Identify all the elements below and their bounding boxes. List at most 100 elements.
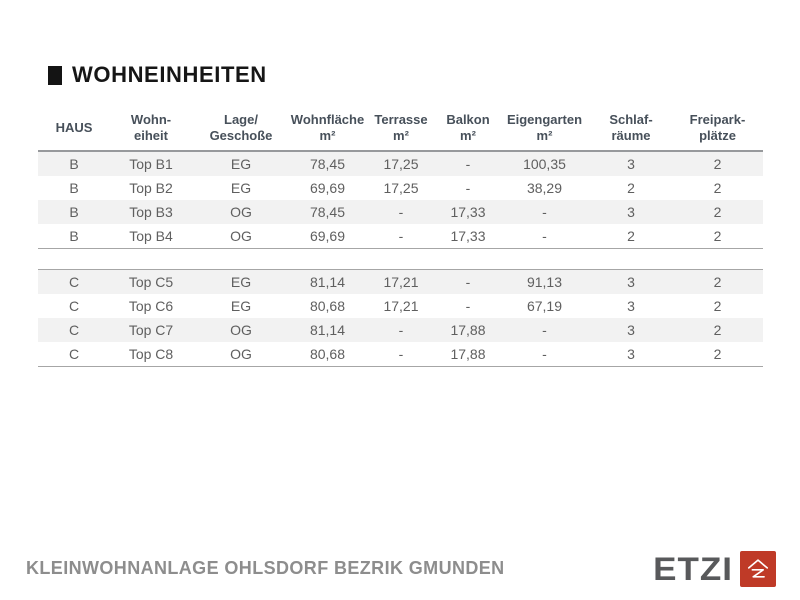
table-cell: Top C5: [128, 274, 174, 290]
page-title: WOHNEINHEITEN: [72, 62, 267, 87]
table-cell: 100,35: [523, 156, 566, 172]
header-line: Lage/: [224, 112, 258, 127]
table-cell: -: [465, 298, 471, 314]
table-cell: 17,33: [450, 204, 486, 220]
table-cell: Top C6: [128, 298, 174, 314]
column-header-wohnflaeche: Wohnfläche m²: [290, 112, 365, 152]
table-cell: 2: [713, 322, 722, 338]
column-header-eigengarten: Eigengarten m²: [499, 112, 590, 152]
table-cell: -: [398, 322, 404, 338]
table-cell: -: [465, 156, 471, 172]
table-cell: 2: [713, 274, 722, 290]
header-line: m²: [536, 128, 553, 143]
table-cell: 2: [713, 228, 722, 244]
table-cell: 80,68: [309, 346, 346, 362]
table-cell: 69,69: [309, 228, 346, 244]
table-cell: EG: [230, 298, 252, 314]
table-cell: 2: [627, 180, 635, 196]
table-cell: Top C7: [128, 322, 174, 338]
table-row: C Top C5 EG 81,14 17,21 - 91,13 3 2: [38, 269, 763, 294]
table-cell: 3: [627, 204, 635, 220]
table-cell: OG: [230, 204, 252, 220]
table-cell: 17,88: [450, 322, 486, 338]
title-bullet-square-icon: [48, 65, 62, 85]
header-line: Geschoße: [209, 128, 273, 143]
column-header-wohneinheit: Wohn-eiheit: [110, 112, 192, 152]
table-cell: -: [542, 228, 547, 244]
table-cell: 91,13: [526, 274, 563, 290]
header-line: m²: [393, 128, 409, 143]
header-line: Wohn-: [130, 112, 172, 127]
table-cell: Top B4: [129, 228, 173, 244]
table-cell: 3: [627, 274, 635, 290]
footer-project-title: KLEINWOHNANLAGE OHLSDORF BEZRIK GMUNDEN: [26, 558, 505, 578]
table-cell: 17,25: [383, 156, 419, 172]
table-cell: C: [68, 298, 80, 314]
table-cell: EG: [230, 274, 252, 290]
header-line: Schlaf-: [609, 112, 653, 127]
table-cell: 3: [627, 298, 635, 314]
table-cell: 17,33: [450, 228, 486, 244]
table-cell: C: [68, 346, 80, 362]
table-cell: 17,88: [450, 346, 486, 362]
table-cell: C: [68, 322, 80, 338]
table-row: B Top B4 OG 69,69 - 17,33 - 2 2: [38, 224, 763, 249]
table-cell: -: [398, 204, 404, 220]
spacer-cell: [38, 248, 763, 270]
units-table: HAUS Wohn-eiheit Lage/Geschoße Wohnfläch…: [38, 112, 763, 367]
header-line: Wohnfläche: [290, 112, 365, 127]
table-cell: EG: [230, 156, 252, 172]
table-group-haus-c: C Top C5 EG 81,14 17,21 - 91,13 3 2 C Top C6 EG 80,6…: [38, 269, 763, 367]
table-row: C Top C7 OG 81,14 - 17,88 - 3 2: [38, 318, 763, 342]
page-title-row: WOHNEINHEITEN: [48, 62, 267, 88]
table-cell: 2: [713, 180, 722, 196]
table-cell: 17,21: [383, 298, 419, 314]
table-cell: 3: [627, 156, 635, 172]
table-row: C Top C8 OG 80,68 - 17,88 - 3 2: [38, 342, 763, 367]
table-header-row: HAUS Wohn-eiheit Lage/Geschoße Wohnfläch…: [38, 112, 763, 152]
units-table-container: HAUS Wohn-eiheit Lage/Geschoße Wohnfläch…: [38, 112, 763, 367]
table-cell: 2: [713, 346, 722, 362]
table-cell: 78,45: [309, 156, 346, 172]
header-line: plätze: [699, 128, 736, 143]
table-group-haus-b: B Top B1 EG 78,45 17,25 - 100,35 3 2 B Top B2 EG 69,…: [38, 151, 763, 249]
table-cell: 2: [713, 298, 722, 314]
table-cell: 17,25: [383, 180, 419, 196]
column-header-haus: HAUS: [38, 112, 110, 152]
table-cell: 67,19: [526, 298, 563, 314]
table-row: B Top B3 OG 78,45 - 17,33 - 3 2: [38, 200, 763, 224]
table-header: HAUS Wohn-eiheit Lage/Geschoße Wohnfläch…: [38, 112, 763, 152]
etzi-logo-text: ETZI: [653, 551, 733, 587]
header-line: m²: [460, 128, 476, 143]
table-cell: -: [542, 204, 547, 220]
table-row: C Top C6 EG 80,68 17,21 - 67,19 3 2: [38, 294, 763, 318]
etzi-logo: ETZI: [653, 551, 776, 587]
table-group-spacer: [38, 248, 763, 270]
header-line: Terrasse: [374, 112, 428, 127]
table-cell: C: [68, 274, 80, 290]
table-cell: 2: [627, 228, 635, 244]
header-line: m²: [319, 128, 336, 143]
table-cell: -: [398, 228, 404, 244]
table-cell: Top B3: [129, 204, 173, 220]
table-cell: 80,68: [309, 298, 346, 314]
table-cell: -: [465, 180, 471, 196]
table-cell: 81,14: [309, 322, 346, 338]
table-cell: B: [69, 204, 79, 220]
table-cell: OG: [230, 322, 252, 338]
header-line: eiheit: [134, 128, 168, 143]
table-cell: -: [542, 346, 547, 362]
table-cell: 3: [627, 322, 635, 338]
header-line: Balkon: [446, 112, 490, 127]
table-row: B Top B2 EG 69,69 17,25 - 38,29 2 2: [38, 176, 763, 200]
table-cell: Top B2: [129, 180, 173, 196]
table-cell: OG: [230, 346, 252, 362]
column-header-balkon: Balkon m²: [437, 112, 499, 152]
table-cell: 2: [713, 156, 722, 172]
table-cell: OG: [230, 228, 252, 244]
table-cell: 3: [627, 346, 635, 362]
table-cell: B: [69, 180, 79, 196]
table-cell: Top B1: [129, 156, 173, 172]
table-cell: 38,29: [526, 180, 563, 196]
table-cell: 78,45: [309, 204, 346, 220]
